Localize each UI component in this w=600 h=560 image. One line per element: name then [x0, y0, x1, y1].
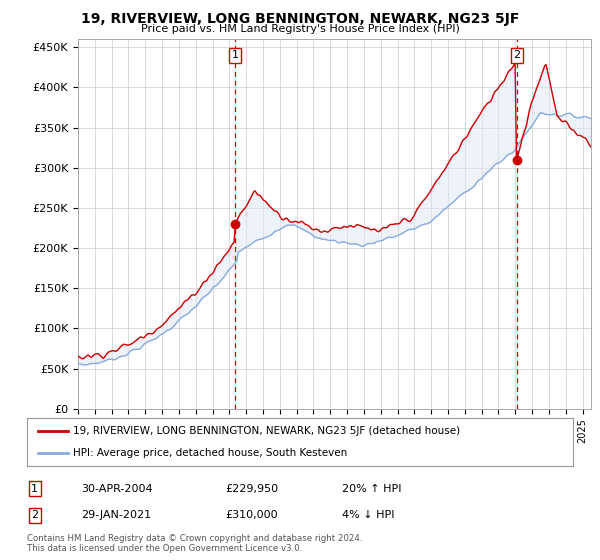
Text: 1: 1: [31, 484, 38, 494]
Text: 29-JAN-2021: 29-JAN-2021: [81, 510, 151, 520]
Text: 4% ↓ HPI: 4% ↓ HPI: [342, 510, 395, 520]
Text: 20% ↑ HPI: 20% ↑ HPI: [342, 484, 401, 494]
Text: £229,950: £229,950: [225, 484, 278, 494]
Text: 19, RIVERVIEW, LONG BENNINGTON, NEWARK, NG23 5JF (detached house): 19, RIVERVIEW, LONG BENNINGTON, NEWARK, …: [73, 426, 461, 436]
Text: 2: 2: [513, 50, 520, 60]
Text: £310,000: £310,000: [225, 510, 278, 520]
Text: HPI: Average price, detached house, South Kesteven: HPI: Average price, detached house, Sout…: [73, 448, 347, 458]
Text: Price paid vs. HM Land Registry's House Price Index (HPI): Price paid vs. HM Land Registry's House …: [140, 24, 460, 34]
Text: 30-APR-2004: 30-APR-2004: [81, 484, 152, 494]
Text: 2: 2: [31, 510, 38, 520]
Text: 1: 1: [232, 50, 238, 60]
Text: 19, RIVERVIEW, LONG BENNINGTON, NEWARK, NG23 5JF: 19, RIVERVIEW, LONG BENNINGTON, NEWARK, …: [81, 12, 519, 26]
Text: Contains HM Land Registry data © Crown copyright and database right 2024.
This d: Contains HM Land Registry data © Crown c…: [27, 534, 362, 553]
